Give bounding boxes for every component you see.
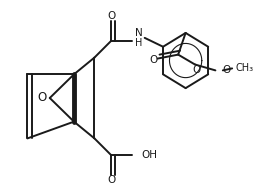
Text: CH₃: CH₃ (236, 63, 254, 73)
Text: OH: OH (141, 150, 157, 160)
Text: N: N (135, 28, 143, 38)
Text: O: O (107, 175, 115, 185)
Text: O: O (107, 11, 115, 21)
Text: O: O (223, 65, 231, 75)
Text: H: H (135, 38, 143, 48)
Text: O: O (38, 92, 47, 105)
Text: O: O (149, 55, 157, 65)
Text: O: O (193, 65, 201, 75)
